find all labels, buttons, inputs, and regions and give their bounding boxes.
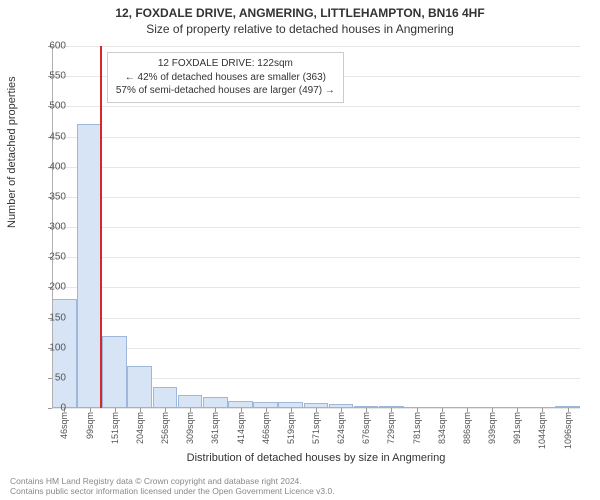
ytick-label: 600 (32, 41, 66, 52)
xtick-label: 361sqm (210, 408, 220, 444)
property-callout: 12 FOXDALE DRIVE: 122sqm← 42% of detache… (107, 52, 344, 103)
ytick-label: 300 (32, 222, 66, 233)
xtick-label: 204sqm (135, 408, 145, 444)
xtick-label: 256sqm (160, 408, 170, 444)
gridline (52, 46, 580, 47)
xtick-label: 466sqm (261, 408, 271, 444)
ytick-label: 0 (32, 403, 66, 414)
xtick-label: 414sqm (236, 408, 246, 444)
x-axis-line (52, 407, 580, 408)
gridline (52, 167, 580, 168)
xtick-label: 781sqm (412, 408, 422, 444)
xtick-label: 729sqm (386, 408, 396, 444)
histogram-bar (153, 387, 178, 408)
ytick-label: 450 (32, 131, 66, 142)
gridline (52, 137, 580, 138)
callout-line3: 57% of semi-detached houses are larger (… (116, 84, 335, 98)
ytick-label: 50 (32, 372, 66, 383)
gridline (52, 318, 580, 319)
ytick-label: 100 (32, 342, 66, 353)
ytick-label: 350 (32, 191, 66, 202)
xtick-label: 834sqm (437, 408, 447, 444)
footer-attribution: Contains HM Land Registry data © Crown c… (10, 476, 335, 496)
gridline (52, 348, 580, 349)
histogram-bar (178, 395, 203, 408)
ytick-label: 550 (32, 71, 66, 82)
footer-line-2: Contains public sector information licen… (10, 486, 335, 496)
property-marker-line (100, 46, 102, 408)
xtick-label: 991sqm (512, 408, 522, 444)
xtick-label: 1096sqm (563, 408, 573, 449)
gridline (52, 257, 580, 258)
gridline (52, 227, 580, 228)
gridline (52, 197, 580, 198)
xtick-label: 886sqm (462, 408, 472, 444)
callout-line2: ← 42% of detached houses are smaller (36… (116, 71, 335, 85)
ytick-label: 500 (32, 101, 66, 112)
y-axis-label: Number of detached properties (6, 76, 18, 228)
chart-title-main: 12, FOXDALE DRIVE, ANGMERING, LITTLEHAMP… (0, 6, 600, 20)
xtick-label: 519sqm (286, 408, 296, 444)
histogram-bar (77, 124, 102, 408)
chart-plot-area: 46sqm99sqm151sqm204sqm256sqm309sqm361sqm… (52, 46, 580, 408)
xtick-label: 1044sqm (537, 408, 547, 449)
xtick-label: 309sqm (185, 408, 195, 444)
xtick-label: 99sqm (85, 408, 95, 439)
x-axis-label: Distribution of detached houses by size … (52, 452, 580, 464)
histogram-bar (102, 336, 127, 408)
histogram-bar (127, 366, 152, 408)
ytick-label: 400 (32, 161, 66, 172)
footer-line-1: Contains HM Land Registry data © Crown c… (10, 476, 335, 486)
ytick-label: 200 (32, 282, 66, 293)
callout-line1: 12 FOXDALE DRIVE: 122sqm (116, 57, 335, 71)
xtick-label: 151sqm (110, 408, 120, 444)
xtick-label: 939sqm (487, 408, 497, 444)
xtick-label: 624sqm (336, 408, 346, 444)
ytick-label: 250 (32, 252, 66, 263)
xtick-label: 676sqm (361, 408, 371, 444)
gridline (52, 287, 580, 288)
ytick-label: 150 (32, 312, 66, 323)
xtick-label: 571sqm (311, 408, 321, 444)
gridline (52, 106, 580, 107)
chart-title-sub: Size of property relative to detached ho… (0, 22, 600, 36)
